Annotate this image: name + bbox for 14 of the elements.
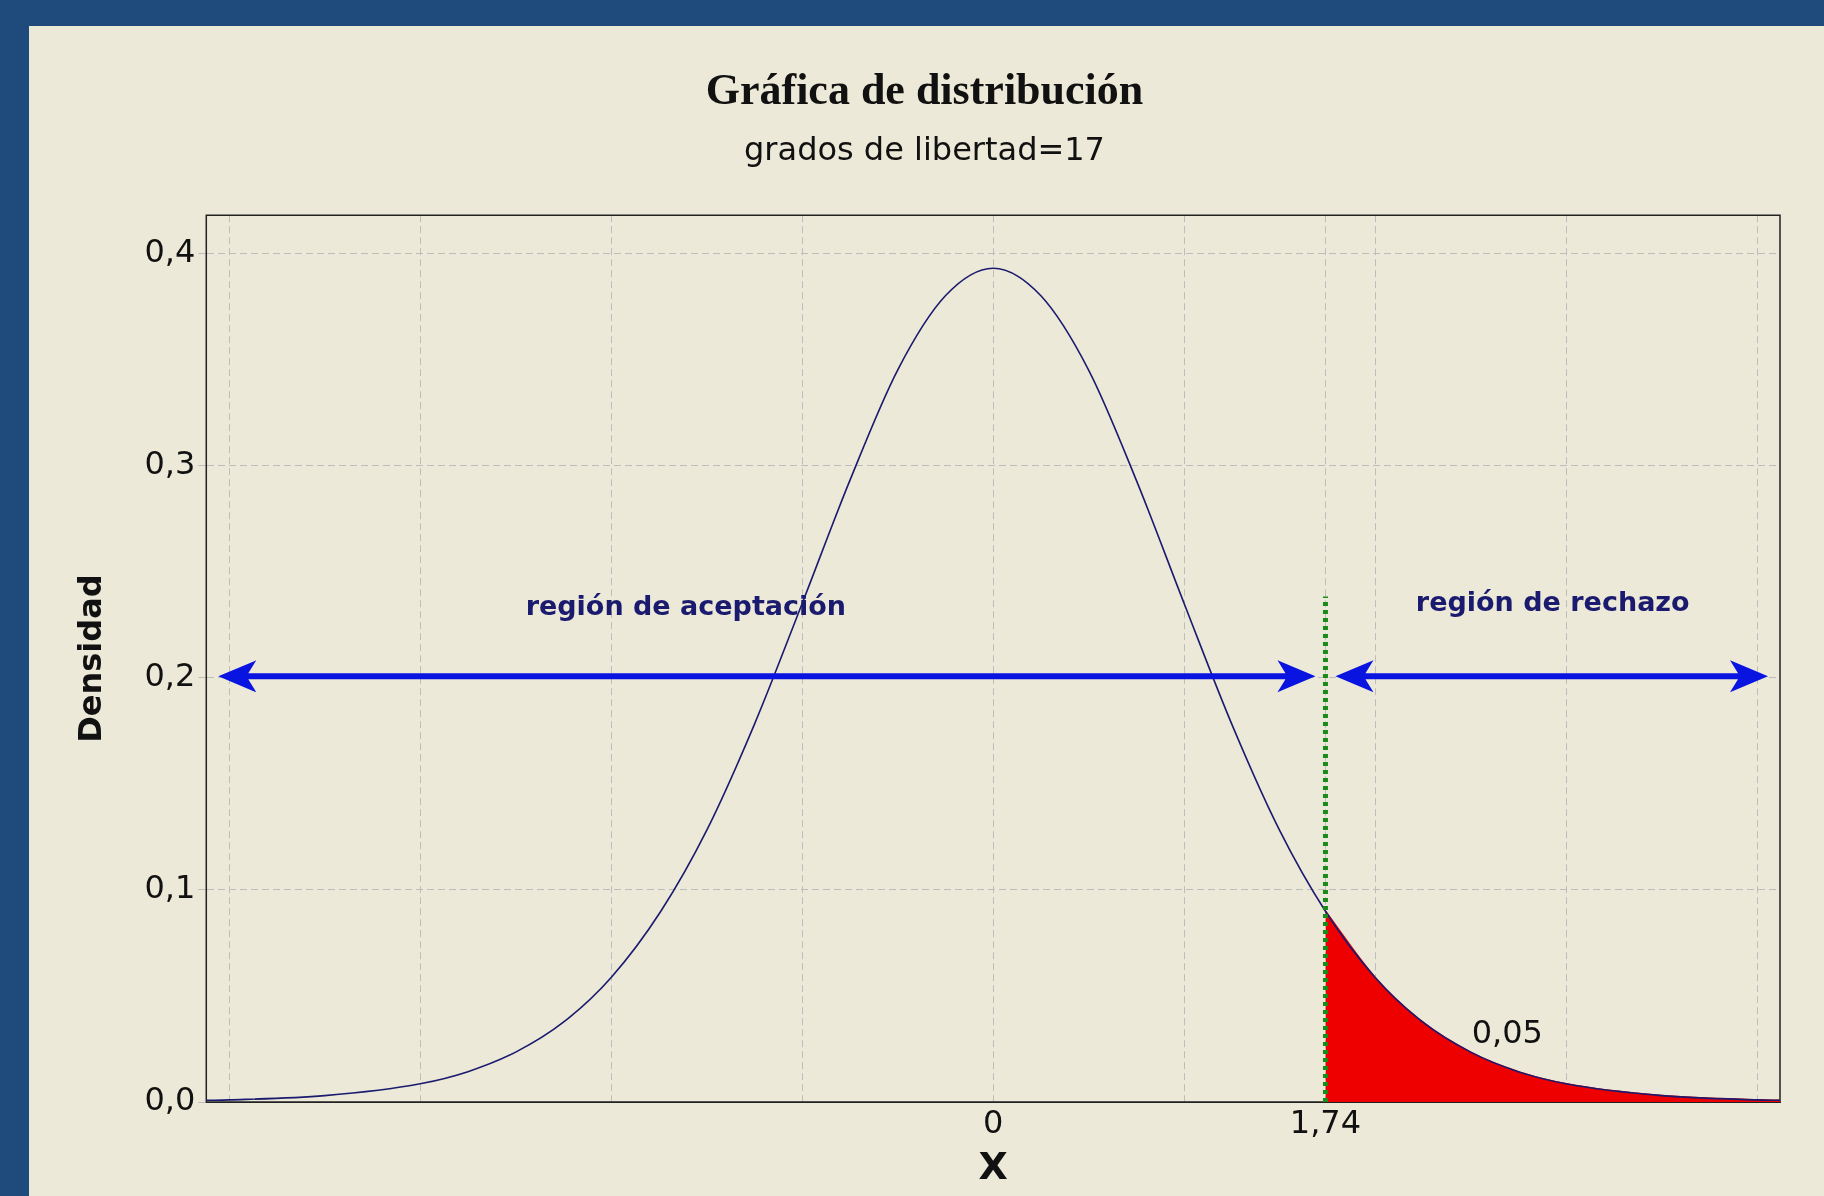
y-tick-label: 0,0 xyxy=(144,1080,196,1119)
annotation: región de rechazo xyxy=(1415,586,1690,618)
y-tick-label: 0,1 xyxy=(144,868,196,907)
y-axis-title: Densidad xyxy=(70,574,109,743)
y-tick-label: 0,2 xyxy=(144,656,196,695)
chart-subtitle: grados de libertad=17 xyxy=(744,130,1105,169)
y-tick-label: 0,4 xyxy=(144,231,196,270)
line-series xyxy=(206,267,1780,1102)
chart-title: Gráfica de distribución xyxy=(705,64,1144,114)
y-tick-label: 0,3 xyxy=(144,443,196,482)
x-tick-label: 1,74 xyxy=(1289,1102,1362,1141)
x-axis-title: X xyxy=(978,1144,1008,1189)
annotation: 0,05 xyxy=(1471,1012,1543,1051)
x-tick-label: 0 xyxy=(982,1102,1004,1141)
